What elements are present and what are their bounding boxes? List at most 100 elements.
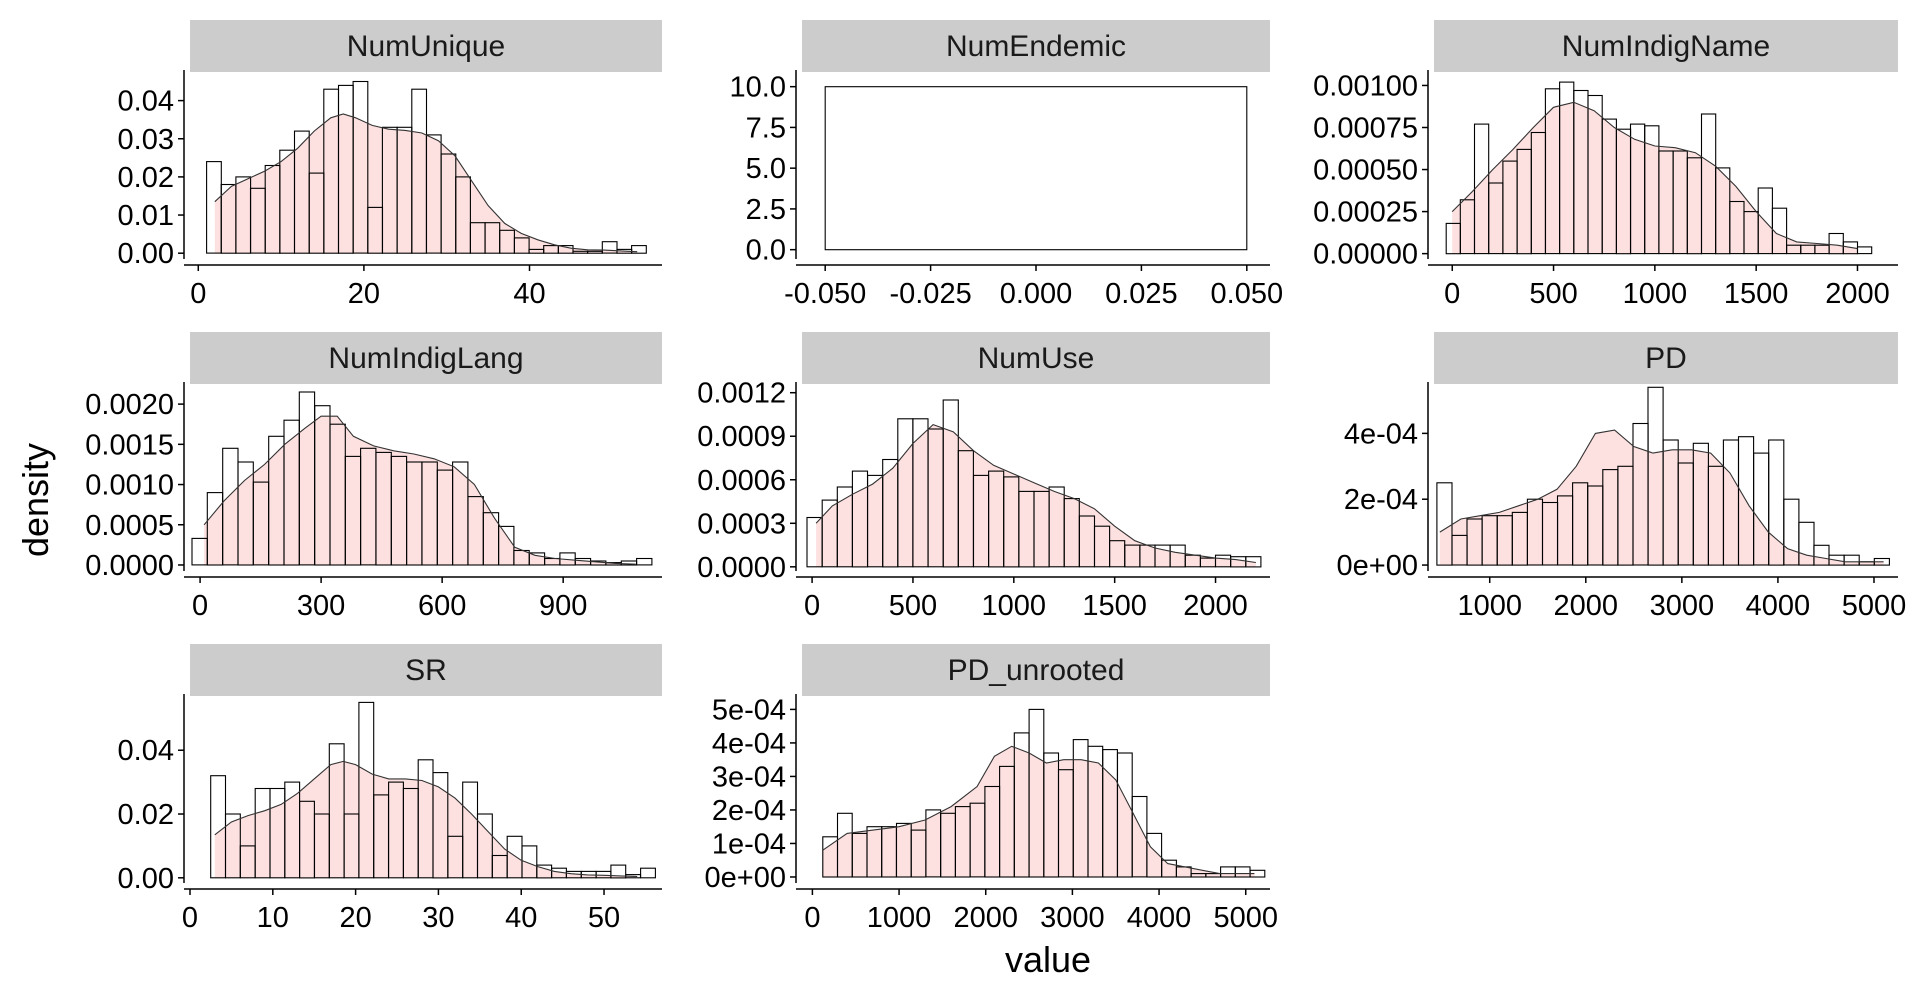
y-tick-label: 2e-04 <box>1344 484 1418 516</box>
x-tick-label: 0 <box>192 590 208 622</box>
density-area <box>204 416 636 565</box>
facet-strip-label: NumUnique <box>347 30 505 63</box>
y-tick-label: 0.0 <box>746 235 786 267</box>
y-tick-label: 0.00100 <box>1313 70 1418 102</box>
histogram-bar <box>352 80 369 254</box>
x-tick-label: 20 <box>348 278 380 310</box>
y-tick-label: 1e-04 <box>712 828 786 860</box>
density-area <box>1452 102 1858 254</box>
histogram-bar <box>610 864 627 879</box>
histogram-bars <box>822 708 1266 878</box>
histogram-bar <box>824 86 1248 251</box>
facet-panel-pd: PD 0e+00 2e-04 4e-04 1000 2000 3000 4000 5000 <box>1337 332 1907 622</box>
facet-strip-label: PD_unrooted <box>948 654 1125 687</box>
facet-panel-pd-unrooted: PD_unrooted 0e+001e-042e-043e-044e-045e-0… <box>705 644 1278 934</box>
histogram-bar <box>1798 521 1815 566</box>
y-tick-label: 0.0000 <box>85 550 174 582</box>
x-tick-label: 0.000 <box>1000 278 1073 310</box>
facet-strip <box>802 332 1270 384</box>
density-area <box>1439 430 1884 566</box>
facet-panel-numindigname: NumIndigName 0.00000 0.00025 0.00050 0.00075… <box>1313 20 1898 310</box>
y-tick-label: 0.00025 <box>1313 197 1418 229</box>
x-tick-label: 5000 <box>1213 902 1278 934</box>
density-curve <box>815 423 1256 564</box>
x-tick-label: 900 <box>539 590 587 622</box>
facet-strip-label: SR <box>405 654 447 687</box>
y-tick-label: 4e-04 <box>1344 418 1418 450</box>
y-tick-label: 5.0 <box>746 153 786 185</box>
facet-strip <box>1434 332 1898 384</box>
x-tick-label: 500 <box>889 590 937 622</box>
y-tick-label: 0e+00 <box>705 862 786 894</box>
histogram-bar <box>455 176 471 254</box>
density-curve <box>1439 429 1884 563</box>
x-tick-label: -0.050 <box>784 278 866 310</box>
x-tick-label: 3000 <box>1040 902 1105 934</box>
x-tick-label: 0 <box>190 278 206 310</box>
histogram-bar <box>631 245 647 254</box>
x-tick-label: 10 <box>257 902 289 934</box>
y-tick-label: 0.0006 <box>697 465 786 497</box>
y-tick-label: 4e-04 <box>712 728 786 760</box>
x-tick-label: 1000 <box>867 902 932 934</box>
y-tick-label: 0.0010 <box>85 470 174 502</box>
y-tick-label: 0.0005 <box>85 510 174 542</box>
density-area <box>816 424 1256 567</box>
y-axis-title: density <box>15 443 56 557</box>
histogram-bars <box>191 391 653 566</box>
y-tick-label: 0.03 <box>118 124 174 156</box>
facet-strip <box>802 20 1270 72</box>
facet-strip <box>190 644 662 696</box>
histogram-bar <box>640 867 656 879</box>
density-curve <box>822 745 1255 875</box>
x-tick-label: 2000 <box>1183 590 1248 622</box>
facet-strip <box>190 20 662 72</box>
density-curve <box>203 415 636 565</box>
y-tick-label: 2e-04 <box>712 795 786 827</box>
y-tick-label: 0.04 <box>118 86 174 118</box>
y-tick-label: 0.04 <box>118 735 174 767</box>
x-tick-label: 5000 <box>1842 590 1907 622</box>
density-area <box>822 746 1255 877</box>
x-tick-label: 4000 <box>1746 590 1811 622</box>
x-tick-label: 50 <box>588 902 620 934</box>
x-tick-label: -0.025 <box>889 278 971 310</box>
histogram-bar <box>1245 556 1262 568</box>
y-tick-label: 0.02 <box>118 799 174 831</box>
x-tick-label: 500 <box>1529 278 1577 310</box>
x-axis-title: value <box>1005 939 1091 980</box>
y-tick-label: 0.02 <box>118 162 174 194</box>
x-tick-label: 2000 <box>953 902 1018 934</box>
x-tick-label: 0 <box>182 902 198 934</box>
x-tick-label: 40 <box>513 278 545 310</box>
histogram-bar <box>1843 554 1860 566</box>
x-tick-label: 0.050 <box>1211 278 1284 310</box>
histogram-bar <box>358 701 375 879</box>
x-tick-label: 4000 <box>1127 902 1192 934</box>
y-tick-label: 0.0009 <box>697 421 786 453</box>
histogram-bars <box>824 86 1248 251</box>
histogram-bar <box>432 772 449 879</box>
y-tick-label: 0.0015 <box>85 429 174 461</box>
x-tick-label: 1500 <box>1082 590 1147 622</box>
x-tick-label: 0 <box>804 902 820 934</box>
density-curve <box>214 760 638 878</box>
histogram-bars <box>1445 81 1873 255</box>
density-curve <box>1451 101 1858 250</box>
facet-strip-label: NumIndigLang <box>328 342 523 375</box>
histogram-bar <box>476 813 493 879</box>
facet-strip <box>1434 20 1898 72</box>
x-tick-label: 2000 <box>1825 278 1890 310</box>
facet-panel-numunique: NumUnique 0.00 0.01 0.02 0.03 0.04 0 20 40 <box>118 20 662 310</box>
y-tick-label: 7.5 <box>746 112 786 144</box>
y-tick-label: 0.0012 <box>697 378 786 410</box>
facet-strip-label: NumUse <box>978 342 1095 375</box>
facet-panel-numuse: NumUse 0.0000 0.0003 0.0006 0.0009 0.0012 0 500… <box>697 332 1270 622</box>
histogram-bars <box>206 80 647 254</box>
y-tick-label: 2.5 <box>746 194 786 226</box>
x-tick-label: 40 <box>505 902 537 934</box>
y-tick-label: 0.0003 <box>697 508 786 540</box>
density-area <box>214 761 638 878</box>
histogram-bar <box>601 241 618 254</box>
